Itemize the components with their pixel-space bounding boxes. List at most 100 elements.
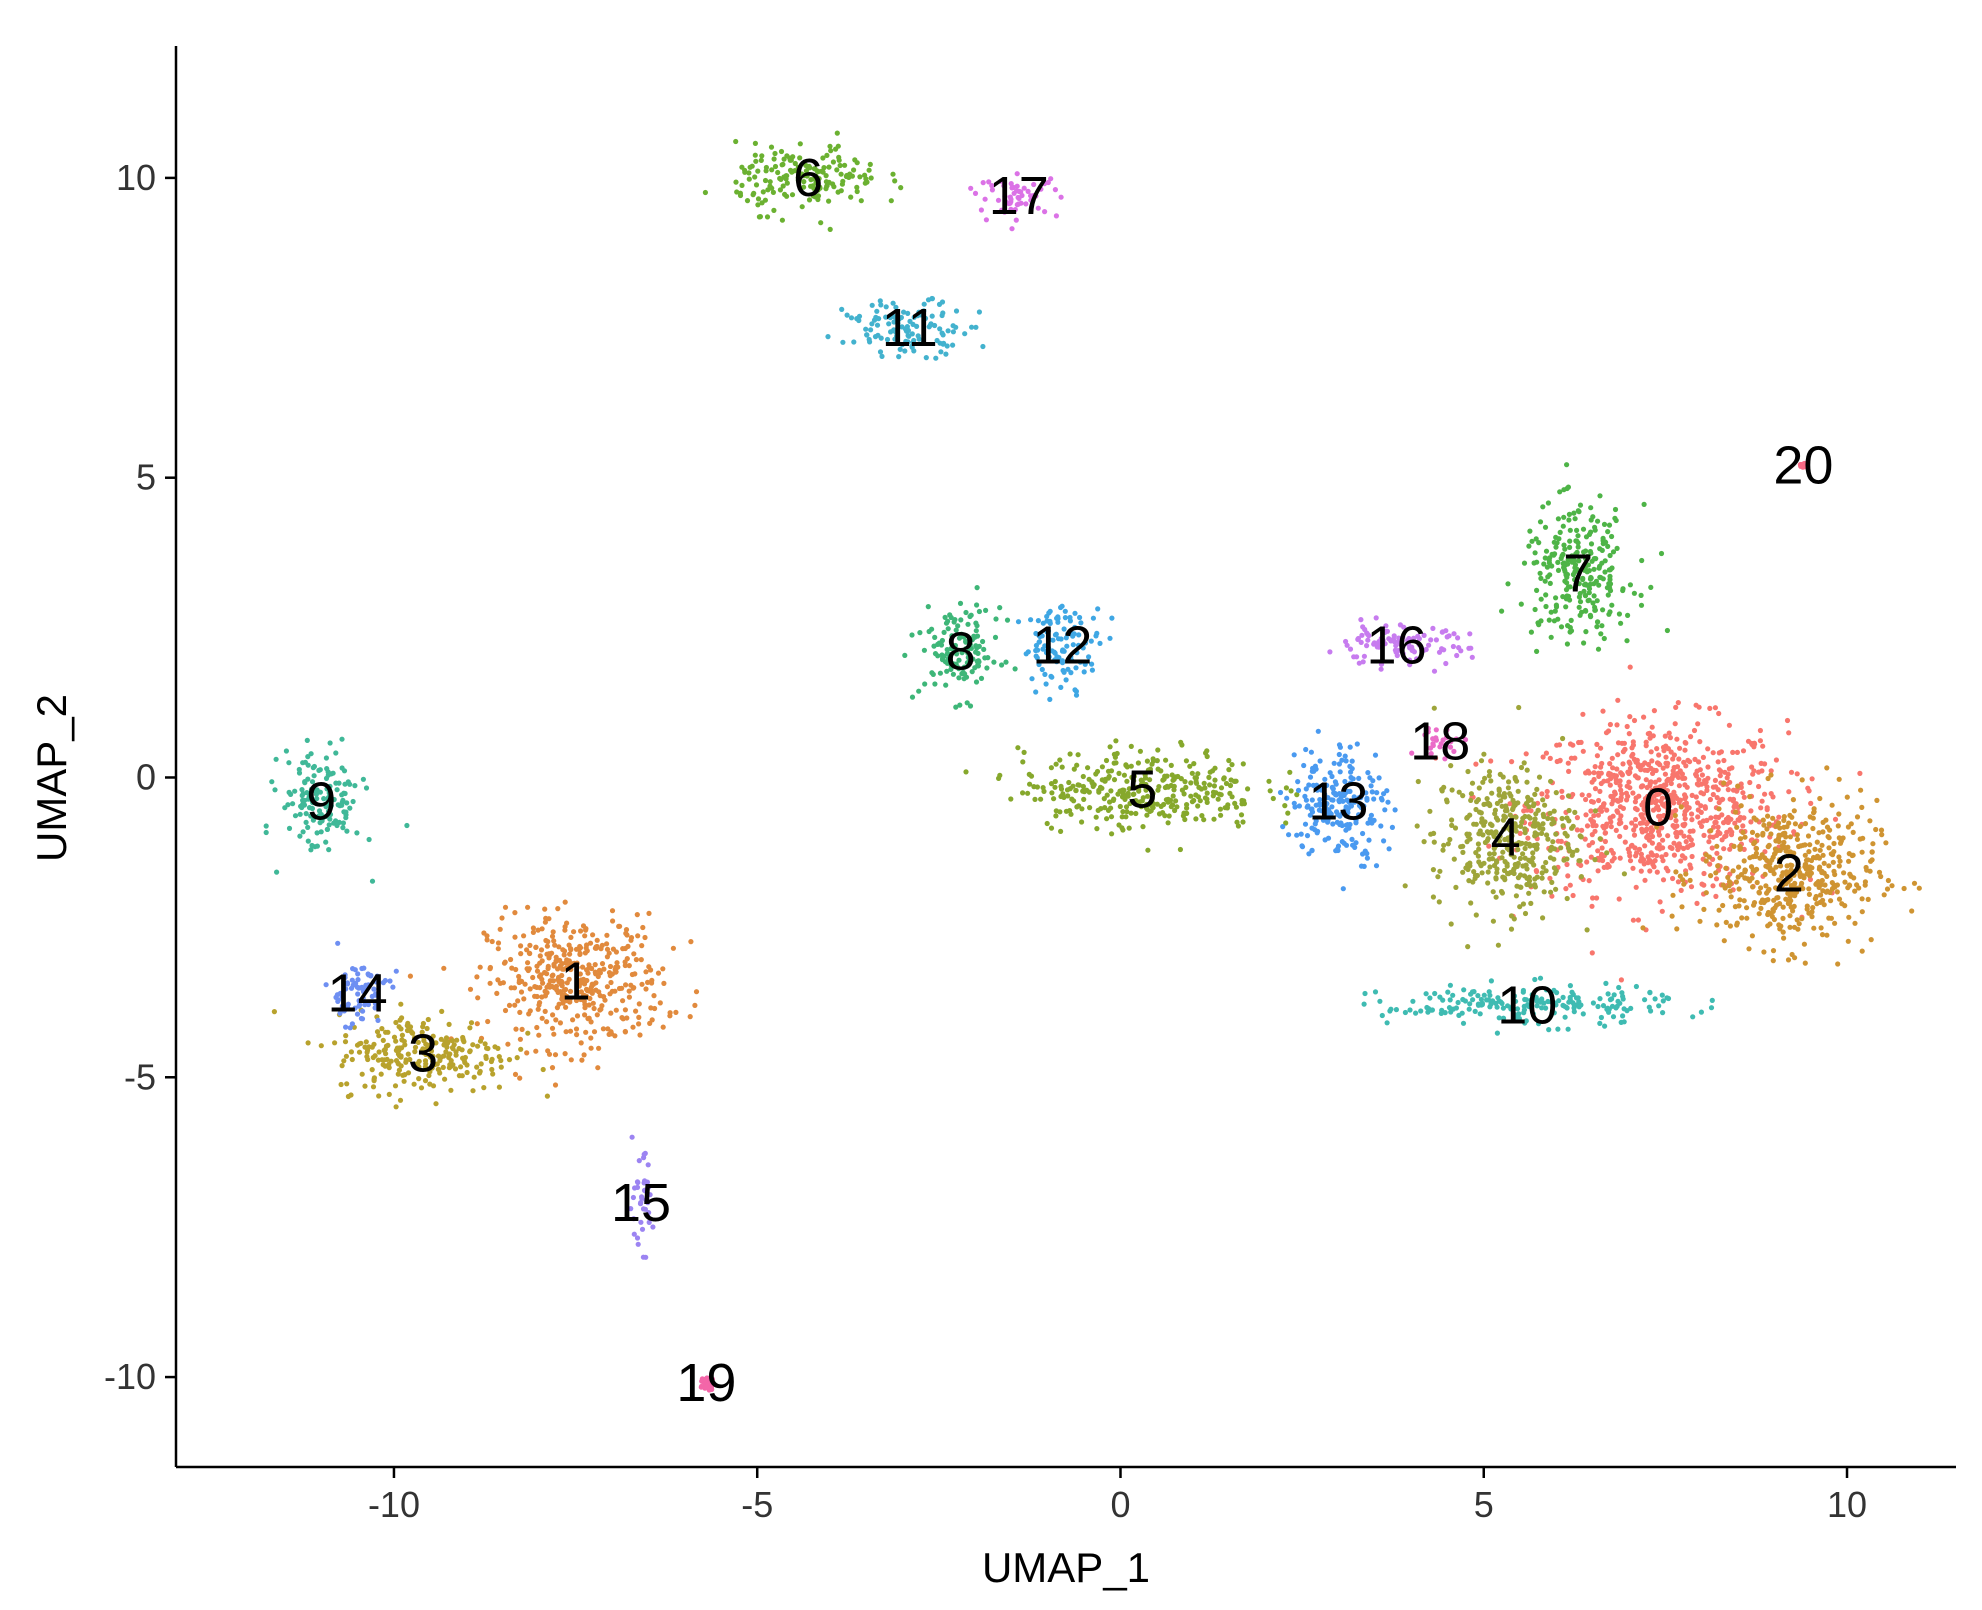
data-point (1619, 771, 1625, 777)
data-point (552, 1082, 559, 1088)
data-point (475, 1043, 481, 1049)
data-point (1670, 875, 1676, 882)
data-point (308, 847, 314, 853)
data-point (1857, 770, 1863, 777)
data-point (318, 829, 324, 835)
data-point (544, 990, 550, 996)
data-point (631, 1216, 637, 1222)
data-point (1798, 843, 1804, 849)
data-point (1802, 821, 1809, 827)
data-point (1740, 829, 1746, 836)
data-point (1495, 942, 1501, 948)
data-point (1548, 634, 1554, 640)
data-point (1447, 836, 1453, 843)
data-point (1569, 553, 1575, 559)
data-point (1683, 740, 1689, 746)
data-point (948, 614, 954, 621)
data-point (1553, 831, 1559, 837)
data-point (542, 919, 549, 925)
data-point (1598, 745, 1604, 751)
data-point (1303, 746, 1309, 753)
data-point (1606, 522, 1613, 528)
data-point (909, 331, 915, 337)
data-point (1314, 782, 1320, 788)
data-point (344, 981, 351, 987)
data-point (1660, 837, 1666, 843)
data-point (364, 1054, 370, 1060)
data-point (1455, 635, 1461, 641)
data-point (1052, 657, 1058, 663)
data-point (1631, 832, 1638, 838)
data-point (1885, 877, 1891, 884)
data-point (1760, 743, 1766, 749)
data-point (1818, 925, 1824, 931)
data-point (1436, 899, 1442, 905)
data-point (1757, 727, 1763, 734)
data-point (518, 989, 525, 995)
data-point (1543, 1005, 1549, 1011)
data-point (978, 207, 985, 213)
data-point (1115, 791, 1121, 797)
data-point (1052, 784, 1058, 790)
data-point (331, 820, 337, 826)
data-point (474, 1021, 480, 1027)
data-point (734, 189, 740, 195)
data-point (1685, 844, 1691, 851)
data-point (1292, 804, 1298, 810)
data-point (1371, 796, 1377, 802)
data-point (376, 1093, 382, 1099)
data-point (1150, 801, 1156, 807)
data-point (1742, 875, 1748, 881)
data-point (574, 1013, 581, 1019)
data-point (1307, 812, 1313, 818)
data-point (568, 947, 574, 953)
data-point (1569, 852, 1575, 858)
data-point (895, 320, 901, 326)
data-point (971, 633, 977, 639)
data-point (1836, 854, 1842, 860)
data-point (590, 1000, 596, 1006)
data-point (1393, 643, 1399, 649)
data-point (1876, 869, 1883, 876)
data-point (374, 1029, 381, 1035)
data-point (637, 1032, 643, 1038)
data-point (1540, 864, 1546, 870)
data-point (1407, 1007, 1413, 1013)
data-point (342, 972, 348, 978)
data-point (1867, 818, 1873, 824)
data-point (1081, 669, 1087, 675)
data-point (1451, 631, 1457, 637)
data-point (1478, 863, 1484, 869)
data-point (1147, 777, 1153, 783)
data-point (573, 946, 580, 952)
data-point (1025, 649, 1031, 655)
data-point (1791, 808, 1797, 814)
data-point (1335, 811, 1341, 818)
data-point (626, 963, 632, 969)
data-point (1109, 831, 1115, 837)
data-point (339, 1063, 345, 1069)
data-point (1730, 787, 1737, 793)
data-point (1364, 795, 1370, 802)
data-point (1078, 620, 1084, 626)
data-point (1075, 642, 1082, 648)
data-point (598, 1006, 604, 1012)
data-point (823, 173, 829, 179)
data-point (592, 962, 598, 968)
data-point (1660, 998, 1666, 1004)
data-point (1669, 776, 1675, 782)
data-point (1753, 817, 1759, 823)
data-point (1302, 821, 1309, 827)
data-point (392, 1083, 399, 1089)
data-point (516, 973, 522, 980)
data-point (1098, 806, 1104, 812)
data-point (449, 1045, 456, 1051)
data-point (1673, 830, 1679, 836)
data-point (1639, 762, 1646, 768)
data-point (1652, 996, 1658, 1002)
data-point (1547, 847, 1553, 853)
data-point (626, 994, 633, 1000)
data-point (1545, 836, 1551, 842)
data-point (1283, 785, 1289, 791)
data-point (1044, 820, 1050, 827)
